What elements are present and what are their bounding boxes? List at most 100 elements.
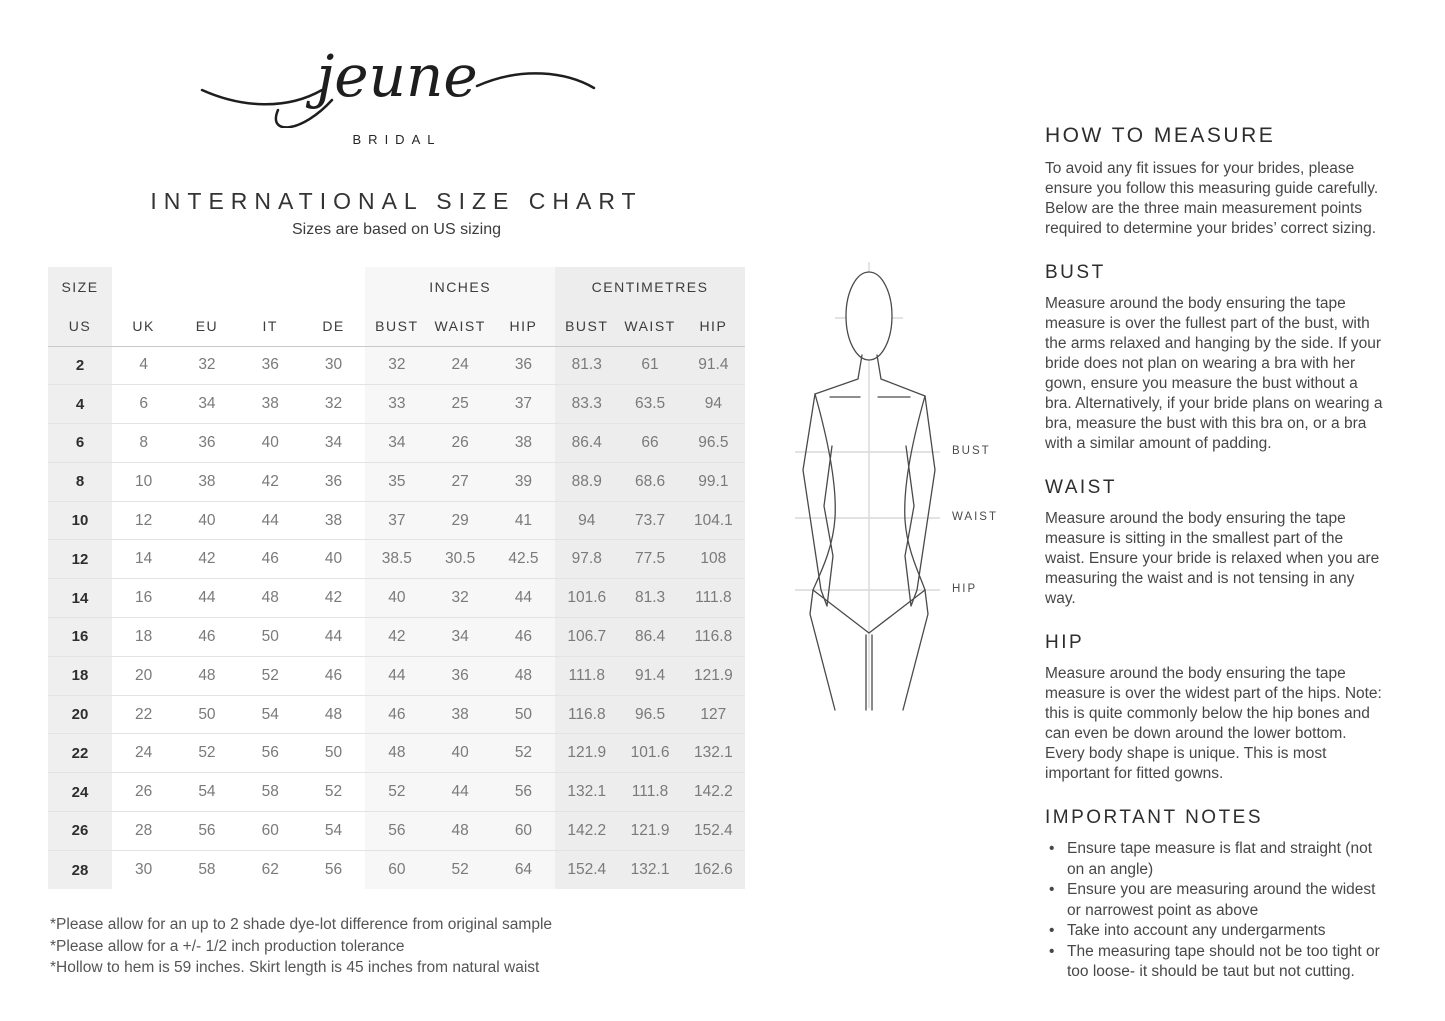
footnote-line: *Hollow to hem is 59 inches. Skirt lengt… (50, 959, 540, 976)
size-value-cell: 52 (365, 772, 429, 812)
us-size-cell: 10 (48, 500, 112, 540)
size-value-cell: 56 (491, 772, 556, 812)
size-value-cell: 26 (112, 772, 176, 812)
size-value-cell: 16 (112, 578, 176, 618)
table-column-header-row: US UK EU IT DE BUST WAIST HIP BUST WAIST HIP (48, 307, 746, 346)
size-value-cell: 56 (301, 849, 366, 890)
us-size-cell: 2 (48, 345, 112, 385)
size-value-cell: 4 (112, 345, 176, 385)
size-value-cell: 30.5 (428, 539, 492, 579)
column-header: DE (322, 318, 345, 335)
size-value-cell: 52 (238, 655, 302, 696)
size-value-cell: 27 (428, 461, 492, 502)
size-value-cell: 8 (112, 423, 176, 463)
size-value-cell: 35 (365, 461, 429, 502)
size-value-cell: 101.6 (618, 733, 682, 773)
important-notes-list: Ensure tape measure is flat and straight… (1045, 839, 1385, 983)
size-value-cell: 52 (491, 733, 556, 773)
size-value-cell: 121.9 (681, 655, 746, 696)
size-value-cell: 37 (491, 384, 556, 424)
size-value-cell: 34 (175, 384, 239, 424)
size-value-cell: 30 (301, 345, 366, 385)
size-value-cell: 111.8 (618, 772, 682, 812)
size-value-cell: 38.5 (365, 539, 429, 579)
size-value-cell: 46 (365, 694, 429, 734)
figure-bust-label: BUST (952, 445, 991, 457)
size-value-cell: 20 (112, 655, 176, 696)
size-table-row: 22 24 52 56 50 48 40 52 121.9 101.6 132.1 (48, 733, 746, 773)
size-value-cell: 99.1 (681, 461, 746, 502)
size-value-cell: 36 (428, 655, 492, 696)
size-value-cell: 28 (112, 811, 176, 851)
size-value-cell: 88.9 (555, 461, 619, 502)
size-value-cell: 121.9 (555, 733, 619, 773)
size-table-row: 20 22 50 54 48 46 38 50 116.8 96.5 127 (48, 694, 746, 734)
column-header: WAIST (428, 307, 492, 346)
us-size-cell: 20 (48, 694, 112, 734)
size-table-row: 10 12 40 44 38 37 29 41 94 73.7 104.1 (48, 500, 746, 540)
size-table-row: 24 26 54 58 52 52 44 56 132.1 111.8 142.2 (48, 772, 746, 812)
size-value-cell: 73.7 (618, 500, 682, 540)
size-value-cell: 42 (365, 617, 429, 657)
size-value-cell: 50 (238, 617, 302, 657)
size-value-cell: 30 (112, 849, 176, 890)
us-size-cell: 24 (48, 772, 112, 812)
size-value-cell: 52 (175, 733, 239, 773)
size-value-cell: 56 (238, 733, 302, 773)
size-value-cell: 40 (175, 500, 239, 540)
size-value-cell: 96.5 (681, 423, 746, 463)
size-value-cell: 60 (238, 811, 302, 851)
size-value-cell: 58 (238, 772, 302, 812)
size-value-cell: 38 (175, 461, 239, 502)
size-value-cell: 22 (112, 694, 176, 734)
size-value-cell: 41 (491, 500, 556, 540)
hip-section-body: Measure around the body ensuring the tap… (1045, 665, 1382, 782)
table-group-header-row: SIZE INCHES CENTIMETRES (48, 267, 746, 307)
size-chart-table: SIZE INCHES CENTIMETRES US UK EU IT DE BUST WA… (48, 267, 746, 890)
size-value-cell: 29 (428, 500, 492, 540)
size-value-cell: 116.8 (681, 617, 746, 657)
figure-waist-label: WAIST (952, 511, 998, 523)
size-value-cell: 94 (555, 500, 619, 540)
size-value-cell: 111.8 (555, 655, 619, 696)
size-value-cell: 46 (238, 539, 302, 579)
size-value-cell: 101.6 (555, 578, 619, 618)
us-size-cell: 4 (48, 384, 112, 424)
size-value-cell: 104.1 (681, 500, 746, 540)
us-size-cell: 28 (48, 849, 112, 890)
size-table-row: 18 20 48 52 46 44 36 48 111.8 91.4 121.9 (48, 655, 746, 696)
centimetres-group-header: CENTIMETRES (555, 267, 746, 307)
size-value-cell: 33 (365, 384, 429, 424)
size-value-cell: 24 (428, 345, 492, 385)
us-size-cell: 16 (48, 617, 112, 657)
size-value-cell: 60 (491, 811, 556, 851)
size-value-cell: 48 (175, 655, 239, 696)
size-table-row: 26 28 56 60 54 56 48 60 142.2 121.9 152.4 (48, 811, 746, 851)
page-title: INTERNATIONAL SIZE CHART (150, 188, 643, 214)
bust-section-title: BUST (1045, 262, 1106, 283)
size-value-cell: 132.1 (681, 733, 746, 773)
size-value-cell: 132.1 (618, 849, 682, 890)
size-value-cell: 142.2 (555, 811, 619, 851)
size-value-cell: 38 (428, 694, 492, 734)
size-value-cell: 48 (428, 811, 492, 851)
size-value-cell: 68.6 (618, 461, 682, 502)
size-value-cell: 91.4 (618, 655, 682, 696)
size-value-cell: 40 (428, 733, 492, 773)
us-size-cell: 8 (48, 461, 112, 502)
size-value-cell: 14 (112, 539, 176, 579)
size-group-header: SIZE (48, 267, 112, 307)
size-value-cell: 50 (301, 733, 366, 773)
bust-section-body: Measure around the body ensuring the tap… (1045, 295, 1383, 452)
size-table-row: 4 6 34 38 32 33 25 37 83.3 63.5 94 (48, 384, 746, 424)
size-value-cell: 56 (365, 811, 429, 851)
size-value-cell: 44 (238, 500, 302, 540)
size-value-cell: 42.5 (491, 539, 556, 579)
size-value-cell: 38 (491, 423, 556, 463)
size-value-cell: 6 (112, 384, 176, 424)
size-value-cell: 77.5 (618, 539, 682, 579)
size-value-cell: 132.1 (555, 772, 619, 812)
size-value-cell: 64 (491, 849, 556, 890)
size-value-cell: 10 (112, 461, 176, 502)
